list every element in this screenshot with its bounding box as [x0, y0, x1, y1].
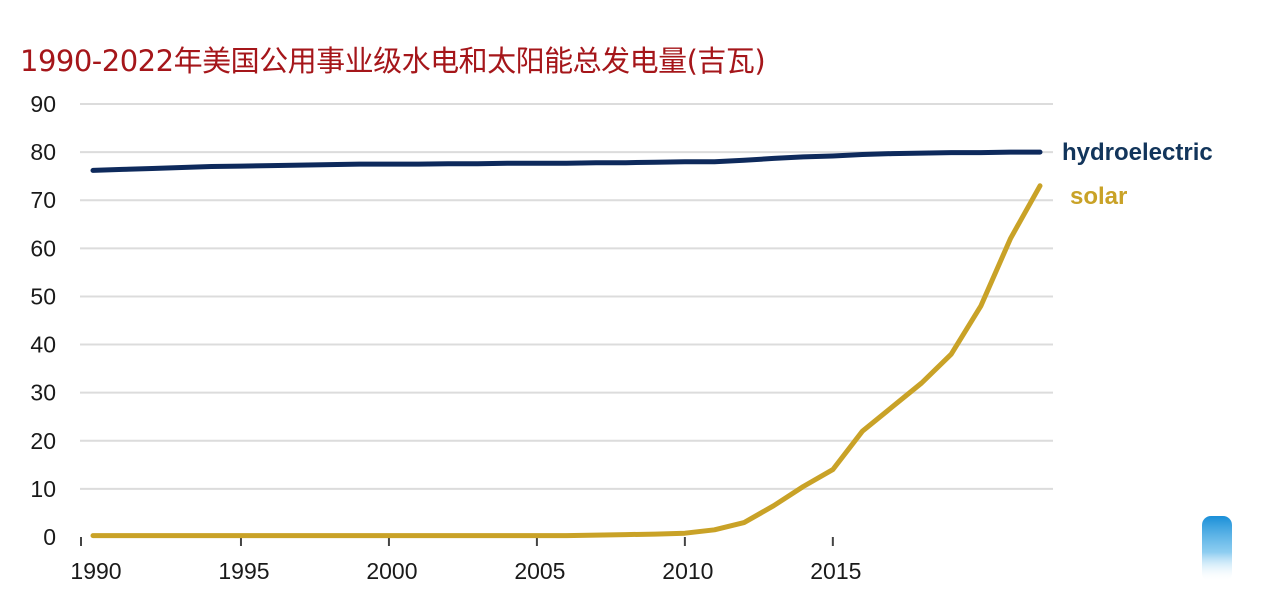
- series-lines: [90, 149, 1043, 539]
- x-tick-label-1990: 1990: [70, 558, 121, 584]
- series-line-solar: [90, 183, 1043, 539]
- x-tick-label-1995: 1995: [218, 558, 269, 584]
- axes: [80, 536, 1236, 546]
- y-tick-label-50: 50: [30, 283, 56, 309]
- series-label-solar: solar: [1070, 183, 1127, 210]
- series-label-hydroelectric: hydroelectric: [1062, 139, 1213, 166]
- y-tick-label-80: 80: [30, 139, 56, 165]
- y-tick-label-60: 60: [30, 235, 56, 261]
- series-labels: hydroelectric solar: [1062, 139, 1213, 210]
- y-tick-label-10: 10: [30, 476, 56, 502]
- y-tick-label-90: 90: [30, 91, 56, 117]
- x-tick-label-2010: 2010: [662, 558, 713, 584]
- y-tick-label-20: 20: [30, 428, 56, 454]
- x-tick-label-2000: 2000: [366, 558, 417, 584]
- y-tick-label-30: 30: [30, 380, 56, 406]
- y-tick-label-70: 70: [30, 187, 56, 213]
- grid-lines: [80, 103, 1053, 490]
- x-tick-label-2015: 2015: [810, 558, 861, 584]
- scroll-indicator[interactable]: [1202, 516, 1232, 582]
- y-tick-label-40: 40: [30, 332, 56, 358]
- y-tick-label-0: 0: [43, 524, 56, 550]
- y-tick-labels: 0 10 20 30 40 50 60 70 80 90: [30, 91, 56, 550]
- x-tick-label-2005: 2005: [514, 558, 565, 584]
- series-line-hydroelectric: [90, 149, 1043, 173]
- chart-title: 1990-2022年美国公用事业级水电和太阳能总发电量(吉瓦): [20, 44, 766, 78]
- x-tick-labels: 1990 1995 2000 2005 2010 2015: [70, 558, 861, 584]
